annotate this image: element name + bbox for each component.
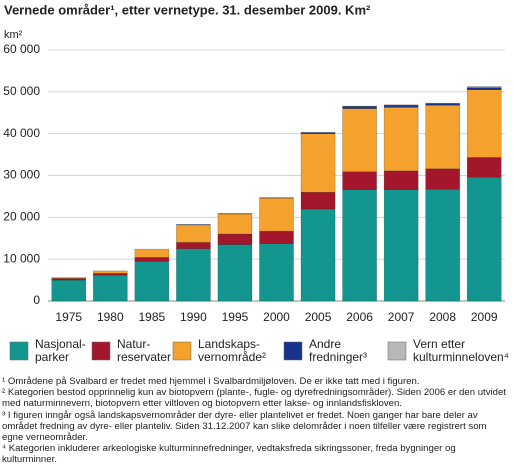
legend-label: Vern etter kulturminneloven⁴	[413, 337, 509, 364]
y-tick-label: 30 000	[3, 168, 40, 182]
legend-label: Landskaps-vernområde²	[198, 337, 266, 364]
x-tick-label: 2006	[346, 310, 373, 324]
x-tick-label: 1995	[222, 310, 249, 324]
footnotes: ¹ Områdene på Svalbard er fredet med hje…	[2, 376, 510, 466]
bar-segment	[300, 133, 336, 193]
x-tick-label: 2000	[263, 310, 290, 324]
bar-segment	[466, 176, 502, 302]
bar-segment	[217, 233, 253, 245]
bar-segment	[134, 261, 170, 302]
bar-segment	[383, 170, 419, 190]
footnote: ¹ Områdene på Svalbard er fredet med hje…	[2, 376, 420, 387]
legend-label: Natur-reservater	[117, 337, 171, 364]
bar-segment	[51, 277, 87, 279]
y-tick-label: 20 000	[3, 210, 40, 224]
bar-segment	[383, 189, 419, 302]
bar-segment	[51, 278, 87, 281]
bar-segment	[217, 244, 253, 302]
bar-segment	[176, 224, 211, 243]
legend-swatch	[9, 341, 29, 361]
footnote: ³ I figuren inngår også landskapsvernomr…	[2, 409, 487, 444]
footnote: ⁴ Kategorien inkluderer arkeologiske kul…	[2, 443, 456, 466]
chart: Vernede områder¹, etter vernetype. 31. d…	[3, 2, 509, 364]
bar-segment	[300, 191, 336, 210]
chart-title: Vernede områder¹, etter vernetype. 31. d…	[4, 2, 371, 17]
x-tick-label: 2005	[305, 310, 332, 324]
bar-segment	[425, 168, 460, 190]
bar-segment	[93, 273, 128, 276]
bar-segment	[342, 106, 377, 109]
legend-swatch	[91, 341, 111, 361]
bar-segment	[93, 270, 128, 274]
bar-segment	[51, 279, 87, 302]
bar-segment	[383, 104, 419, 108]
y-tick-label: 60 000	[3, 42, 40, 56]
y-tick-label: 10 000	[3, 251, 40, 265]
footnote: ² Kategorien bestod opprinnelig kun av b…	[2, 387, 506, 410]
bar-segment	[425, 103, 460, 106]
bar-segment	[342, 108, 377, 172]
bar-segment	[342, 171, 377, 190]
bar-segment	[134, 248, 170, 258]
x-tick-label: 1975	[55, 310, 82, 324]
bar-segment	[300, 208, 336, 302]
bar-segment	[259, 243, 294, 302]
x-tick-label: 1985	[139, 310, 166, 324]
bar-segment	[466, 86, 502, 88]
y-tick-label: 40 000	[3, 126, 40, 140]
x-tick-label: 2007	[388, 310, 415, 324]
bar-segment	[342, 189, 377, 302]
bar-segment	[466, 89, 502, 158]
legend-label: Andre fredninger³	[309, 337, 367, 364]
x-tick-label: 2009	[471, 310, 498, 324]
bar-segment	[425, 104, 460, 170]
bar-segment	[383, 107, 419, 172]
y-tick-label: 50 000	[3, 84, 40, 98]
bar-segment	[425, 189, 460, 302]
bar-segment	[176, 242, 211, 249]
legend-swatch	[283, 341, 303, 361]
x-tick-label: 1990	[180, 310, 207, 324]
legend-label: Nasjonal-parker	[35, 337, 86, 364]
unit-label: km²	[4, 29, 23, 41]
y-tick-label: 0	[33, 293, 40, 307]
bar-segment	[217, 213, 253, 235]
bar-segment	[300, 132, 336, 134]
legend-swatch	[172, 341, 192, 361]
bar-segment	[176, 248, 211, 302]
bar-segment	[93, 274, 128, 302]
bar-segment	[259, 197, 294, 232]
legend-swatch	[387, 341, 407, 361]
bar-segment	[466, 157, 502, 178]
bar-segment	[259, 230, 294, 244]
x-tick-label: 1980	[97, 310, 124, 324]
x-tick-label: 2008	[429, 310, 456, 324]
bar-segment	[466, 87, 502, 90]
bar-segment	[134, 257, 170, 262]
